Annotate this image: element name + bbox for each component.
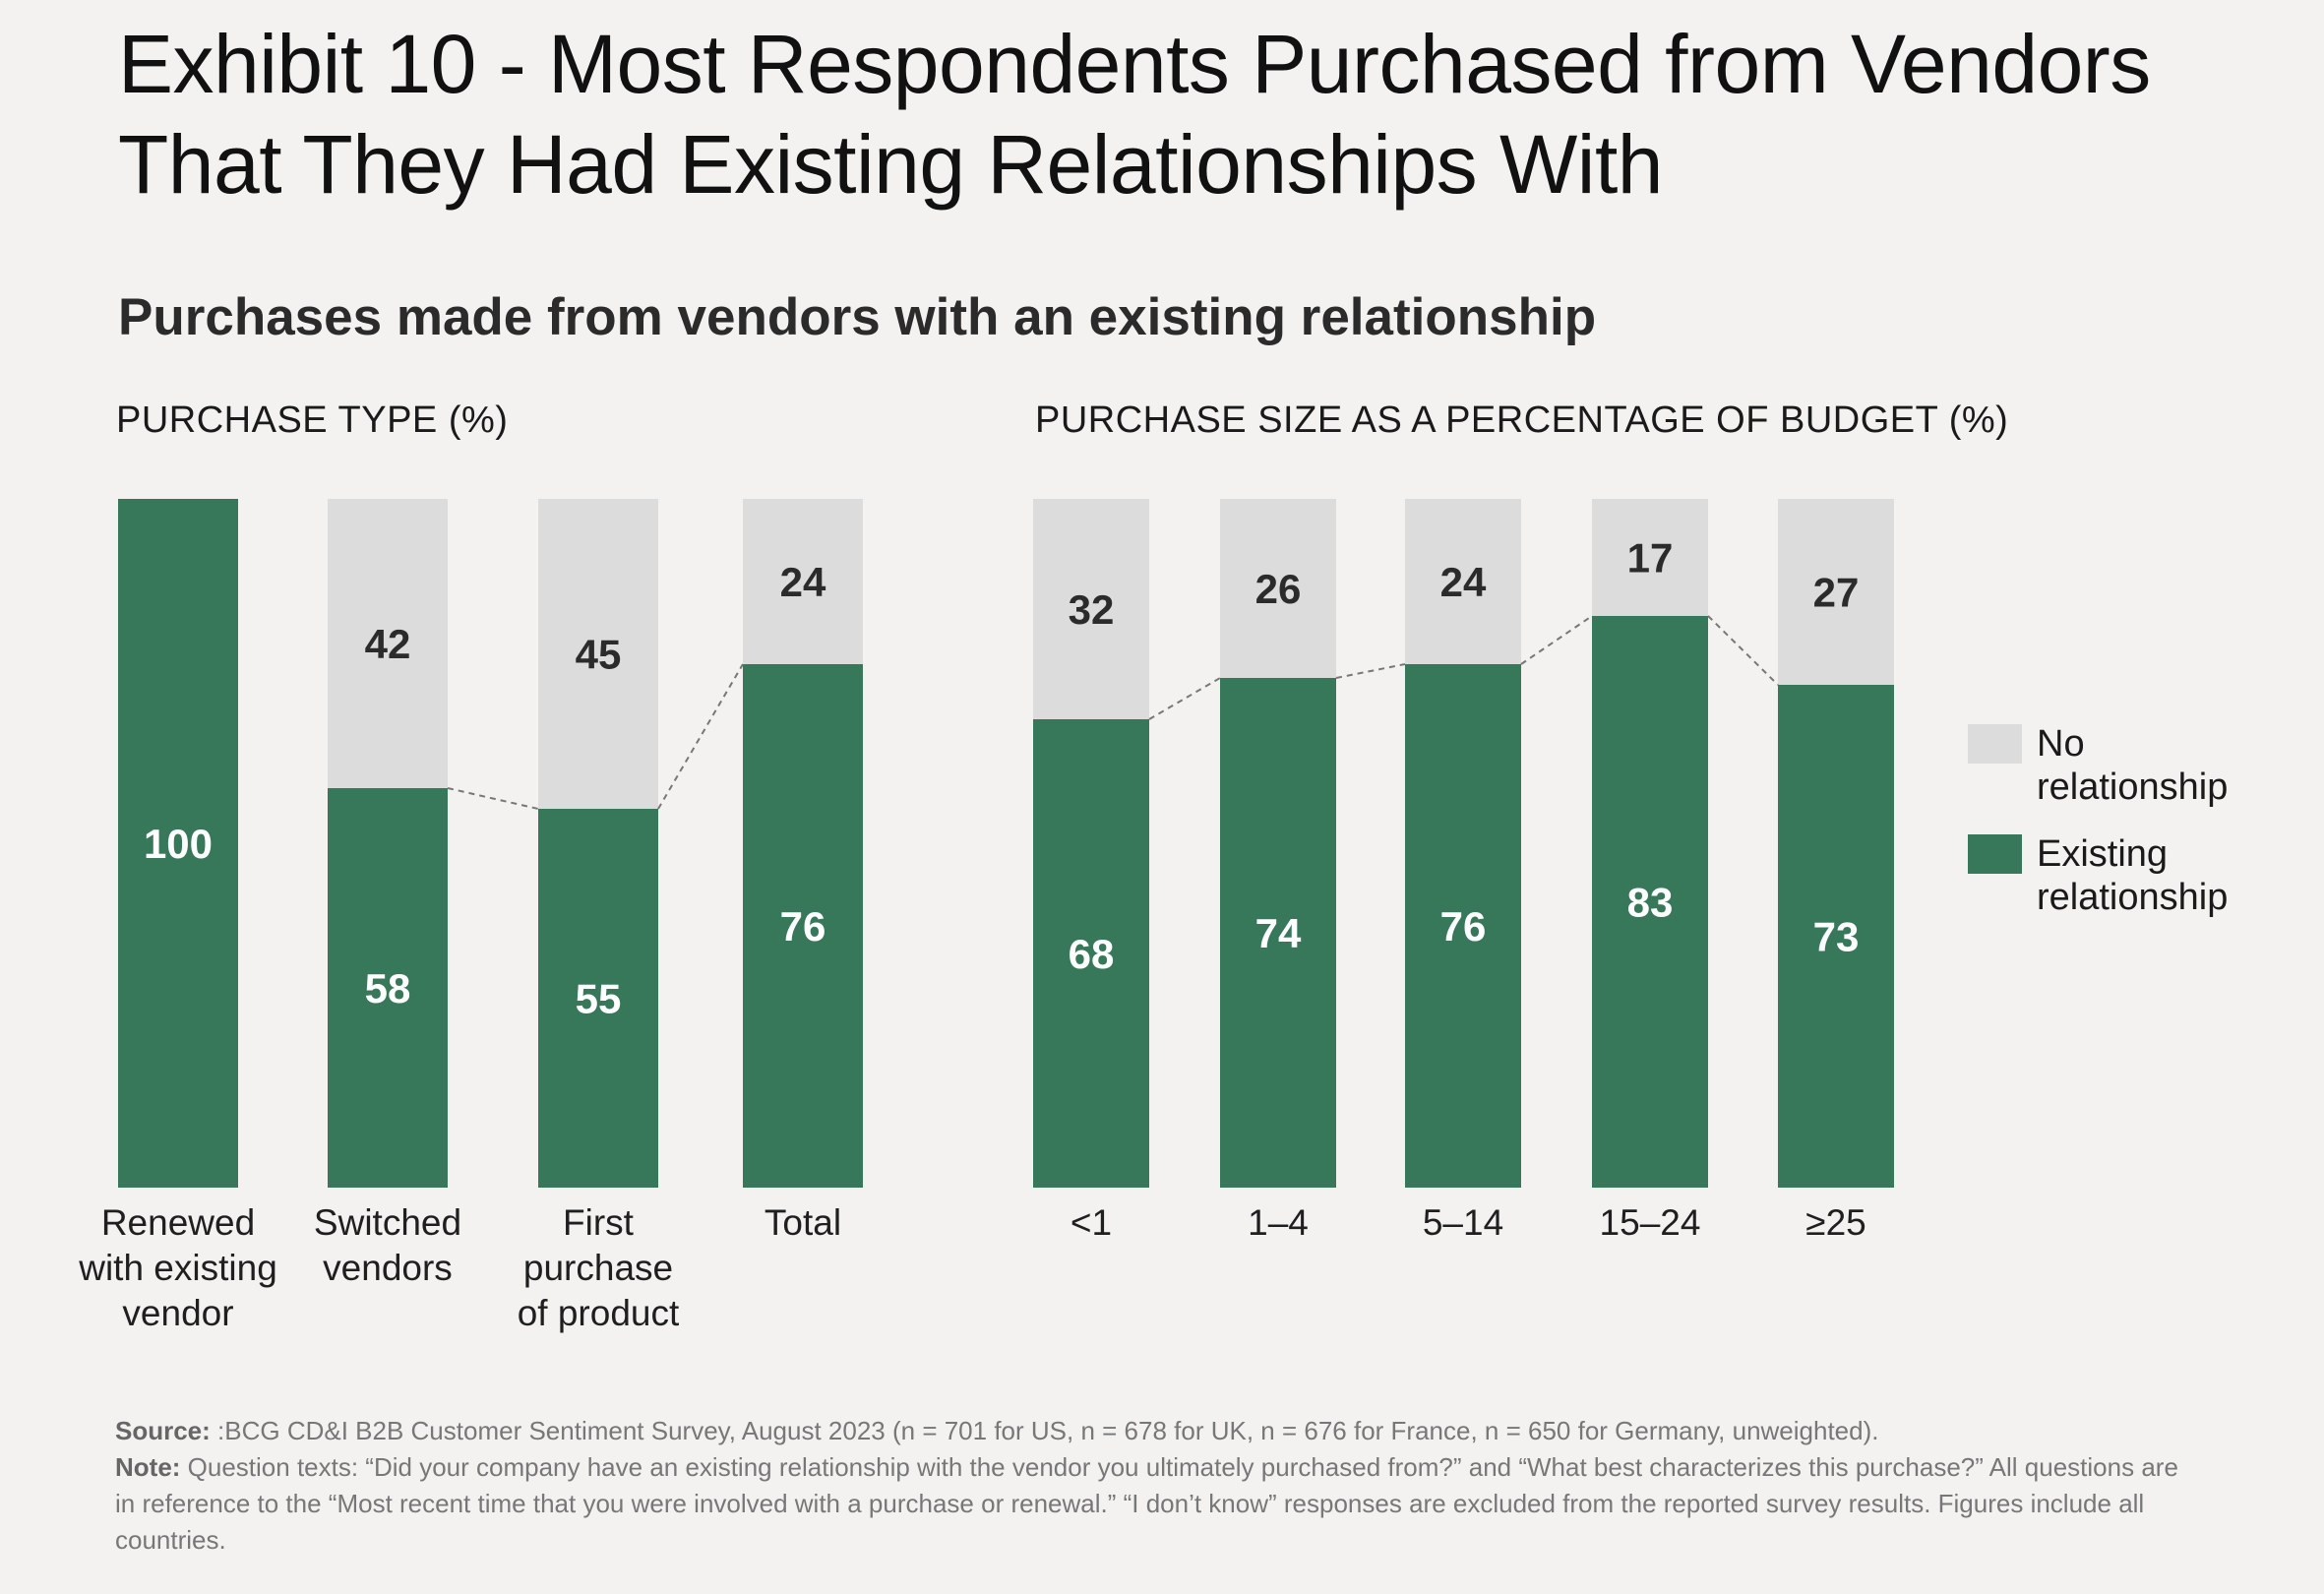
connector-line-c1-1 xyxy=(1335,663,1406,679)
bar-existing-relationship-c0-total xyxy=(743,664,863,1188)
bar-existing-relationship-c1-5-14 xyxy=(1405,664,1521,1188)
legend-swatch-existing-relationship xyxy=(1968,834,2022,874)
value-label-no-relationship-c1-1-4: 26 xyxy=(1255,566,1302,612)
purchase-size-heading: PURCHASE SIZE AS A PERCENTAGE OF BUDGET … xyxy=(1035,399,2009,441)
bar-no-relationship-c1-25 xyxy=(1778,499,1894,685)
category-label-c1-1-4: 1–4 xyxy=(1248,1202,1309,1243)
value-label-existing-relationship-c0-total: 76 xyxy=(780,903,826,950)
category-label-c1-1: <1 xyxy=(1070,1202,1112,1243)
category-label-c1-15-24: 15–24 xyxy=(1600,1202,1701,1243)
note-label: Note: xyxy=(115,1452,181,1482)
legend-swatch-no-relationship xyxy=(1968,724,2022,764)
value-label-existing-relationship-c0-renewed-with-existing-vendor: 100 xyxy=(144,821,213,867)
bar-existing-relationship-c0-renewed-with-existing-vendor xyxy=(118,499,238,1188)
exhibit-title: Exhibit 10 - Most Respondents Purchased … xyxy=(118,18,2151,211)
bar-existing-relationship-c0-first-purchase-of-product xyxy=(538,809,658,1188)
value-label-no-relationship-c0-total: 24 xyxy=(780,559,826,605)
value-label-no-relationship-c1-5-14: 24 xyxy=(1440,559,1487,605)
source-line: Source: :BCG CD&I B2B Customer Sentiment… xyxy=(115,1413,2201,1449)
connector-line-c0-1 xyxy=(447,787,539,810)
bar-existing-relationship-c1-1 xyxy=(1033,719,1149,1188)
value-label-no-relationship-c0-first-purchase-of-product: 45 xyxy=(576,632,622,678)
bar-no-relationship-c1-5-14 xyxy=(1405,499,1521,664)
value-label-existing-relationship-c1-1: 68 xyxy=(1069,931,1115,977)
legend-label-no-relationship: No relationship xyxy=(2037,723,2229,808)
source-text: :BCG CD&I B2B Customer Sentiment Survey,… xyxy=(210,1416,1879,1445)
category-label-c0-switched-vendors: Switched vendors xyxy=(314,1202,461,1288)
value-label-existing-relationship-c0-switched-vendors: 58 xyxy=(365,965,411,1012)
value-label-no-relationship-c1-15-24: 17 xyxy=(1627,535,1674,582)
category-label-c0-first-purchase-of-product: First purchase of product xyxy=(518,1202,680,1333)
bar-no-relationship-c1-1 xyxy=(1033,499,1149,719)
bar-existing-relationship-c1-15-24 xyxy=(1592,616,1708,1188)
bar-no-relationship-c0-total xyxy=(743,499,863,664)
category-label-c1-25: ≥25 xyxy=(1805,1202,1865,1243)
value-label-existing-relationship-c1-15-24: 83 xyxy=(1627,880,1674,926)
connector-line-c1-3 xyxy=(1707,615,1779,686)
source-label: Source: xyxy=(115,1416,211,1445)
value-label-existing-relationship-c1-25: 73 xyxy=(1813,914,1860,960)
connector-line-c1-2 xyxy=(1520,615,1593,665)
bar-existing-relationship-c1-25 xyxy=(1778,685,1894,1188)
category-label-c0-renewed-with-existing-vendor: Renewed with existing vendor xyxy=(78,1202,277,1333)
value-label-no-relationship-c1-1: 32 xyxy=(1069,586,1115,633)
bar-no-relationship-c0-switched-vendors xyxy=(328,499,448,788)
value-label-no-relationship-c1-25: 27 xyxy=(1813,570,1860,616)
legend-label-existing-relationship: Existing relationship xyxy=(2037,833,2229,918)
purchase-type-heading: PURCHASE TYPE (%) xyxy=(116,399,509,441)
bar-no-relationship-c1-1-4 xyxy=(1220,499,1336,678)
chart-subtitle: Purchases made from vendors with an exis… xyxy=(118,288,1597,346)
bar-existing-relationship-c1-1-4 xyxy=(1220,678,1336,1188)
value-label-existing-relationship-c1-5-14: 76 xyxy=(1440,903,1487,950)
category-label-c1-5-14: 5–14 xyxy=(1423,1202,1503,1243)
connector-line-c0-2 xyxy=(657,663,744,810)
value-label-no-relationship-c0-switched-vendors: 42 xyxy=(365,621,411,667)
category-label-c0-total: Total xyxy=(764,1202,841,1243)
connector-line-c1-0 xyxy=(1148,677,1221,720)
value-label-existing-relationship-c0-first-purchase-of-product: 55 xyxy=(576,976,622,1022)
stacked-bar-chart: 100 Renewed with existing vendor 42 58 Switche… xyxy=(78,499,1894,1333)
bar-no-relationship-c0-first-purchase-of-product xyxy=(538,499,658,809)
bar-existing-relationship-c0-switched-vendors xyxy=(328,788,448,1188)
note-line: Note: Question texts: “Did your company … xyxy=(115,1449,2201,1559)
note-text: Question texts: “Did your company have a… xyxy=(115,1452,2178,1555)
footer-notes: Source: :BCG CD&I B2B Customer Sentiment… xyxy=(115,1413,2201,1559)
bar-no-relationship-c1-15-24 xyxy=(1592,499,1708,616)
value-label-existing-relationship-c1-1-4: 74 xyxy=(1255,910,1302,956)
